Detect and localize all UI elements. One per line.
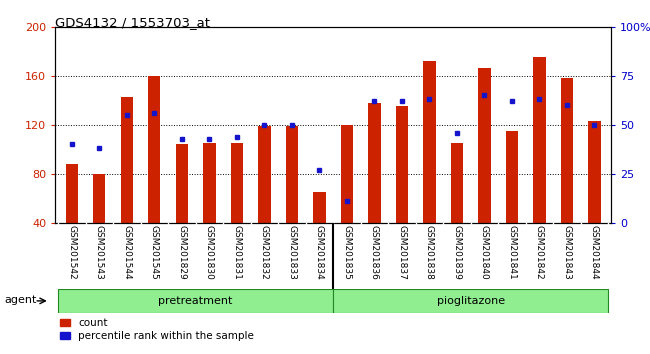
Bar <box>203 143 216 223</box>
Text: GSM201835: GSM201835 <box>343 225 352 280</box>
Bar <box>313 192 326 223</box>
Text: pretreatment: pretreatment <box>159 296 233 306</box>
Text: GSM201843: GSM201843 <box>562 225 571 280</box>
Bar <box>66 164 78 223</box>
Text: agent: agent <box>5 295 37 306</box>
Bar <box>93 174 105 223</box>
Text: GSM201844: GSM201844 <box>590 225 599 280</box>
Text: GSM201830: GSM201830 <box>205 225 214 280</box>
Bar <box>341 125 353 223</box>
Text: pioglitazone: pioglitazone <box>437 296 505 306</box>
Text: GSM201544: GSM201544 <box>122 225 131 280</box>
Bar <box>561 78 573 223</box>
Text: GSM201832: GSM201832 <box>260 225 269 280</box>
Bar <box>450 143 463 223</box>
Bar <box>258 126 270 223</box>
Text: GSM201833: GSM201833 <box>287 225 296 280</box>
Text: GSM201542: GSM201542 <box>67 225 76 280</box>
Text: GDS4132 / 1553703_at: GDS4132 / 1553703_at <box>55 16 210 29</box>
Text: GSM201840: GSM201840 <box>480 225 489 280</box>
Text: GSM201837: GSM201837 <box>397 225 406 280</box>
Text: GSM201545: GSM201545 <box>150 225 159 280</box>
Text: GSM201836: GSM201836 <box>370 225 379 280</box>
Text: GSM201543: GSM201543 <box>95 225 104 280</box>
Bar <box>148 76 161 223</box>
Bar <box>478 68 491 223</box>
Text: GSM201829: GSM201829 <box>177 225 187 280</box>
Bar <box>368 103 381 223</box>
Bar <box>121 97 133 223</box>
Text: GSM201841: GSM201841 <box>508 225 517 280</box>
Bar <box>231 143 243 223</box>
Bar <box>506 131 518 223</box>
Text: GSM201831: GSM201831 <box>232 225 241 280</box>
Bar <box>285 126 298 223</box>
Text: GSM201842: GSM201842 <box>535 225 544 280</box>
Bar <box>333 289 608 313</box>
Bar <box>58 289 333 313</box>
Legend: count, percentile rank within the sample: count, percentile rank within the sample <box>60 319 254 341</box>
Bar <box>396 106 408 223</box>
Bar <box>533 57 545 223</box>
Text: GSM201834: GSM201834 <box>315 225 324 280</box>
Bar <box>588 121 601 223</box>
Bar <box>176 144 188 223</box>
Bar <box>423 61 436 223</box>
Text: GSM201839: GSM201839 <box>452 225 462 280</box>
Text: GSM201838: GSM201838 <box>425 225 434 280</box>
